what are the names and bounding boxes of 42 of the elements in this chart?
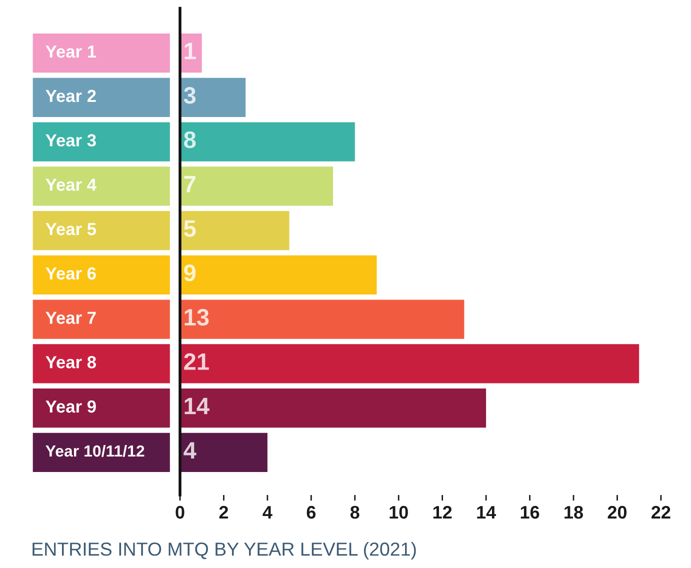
- y-tick-label: Year 10/11/12: [46, 444, 144, 457]
- x-tick-label: 4: [262, 506, 272, 519]
- x-tick-label: 14: [477, 506, 496, 519]
- data-label: 3: [184, 87, 196, 104]
- data-label: 21: [184, 353, 209, 370]
- x-tick-label: 16: [520, 506, 540, 519]
- x-tick-label: 10: [390, 506, 408, 519]
- y-tick-label: Year 8: [46, 356, 96, 368]
- x-tick-label: 22: [652, 506, 670, 519]
- x-tick-label: 6: [306, 506, 316, 519]
- data-label: 1: [184, 42, 196, 60]
- text: ENTRIES INTO MTQ BY YEAR LEVEL (2021): [32, 542, 416, 560]
- y-tick-label: Year 4: [46, 178, 96, 191]
- y-tick-label: Year 7: [46, 312, 96, 324]
- data-label: 8: [184, 131, 196, 148]
- bar: [180, 432, 268, 472]
- bar: [180, 300, 464, 339]
- x-tick-label: 20: [608, 506, 627, 519]
- x-tick-label: 12: [433, 506, 452, 519]
- y-tick-label: Year 2: [46, 90, 96, 102]
- bar: [180, 122, 355, 162]
- bar: [180, 255, 377, 294]
- y-tick-label: Year 9: [46, 400, 96, 413]
- data-label: 5: [184, 220, 196, 237]
- y-tick-label: Year 3: [46, 134, 96, 146]
- x-tick-label: 8: [350, 506, 360, 519]
- data-label: 13: [184, 308, 209, 326]
- bar: [180, 78, 246, 117]
- data-label: 7: [184, 176, 196, 192]
- y-tick-label: Year 6: [46, 267, 96, 280]
- y-tick-label: Year 1: [46, 46, 96, 58]
- bar: [180, 344, 640, 384]
- bar: [180, 388, 486, 428]
- x-tick-label: 0: [176, 506, 184, 519]
- x-tick-label: 2: [219, 506, 228, 519]
- data-label: 4: [184, 442, 196, 459]
- data-label: 14: [184, 398, 210, 414]
- y-tick-label: Year 5: [46, 223, 96, 236]
- bar: [180, 211, 290, 250]
- x-tick-label: 18: [564, 506, 583, 519]
- data-label: 9: [184, 264, 196, 282]
- bar: [180, 166, 334, 206]
